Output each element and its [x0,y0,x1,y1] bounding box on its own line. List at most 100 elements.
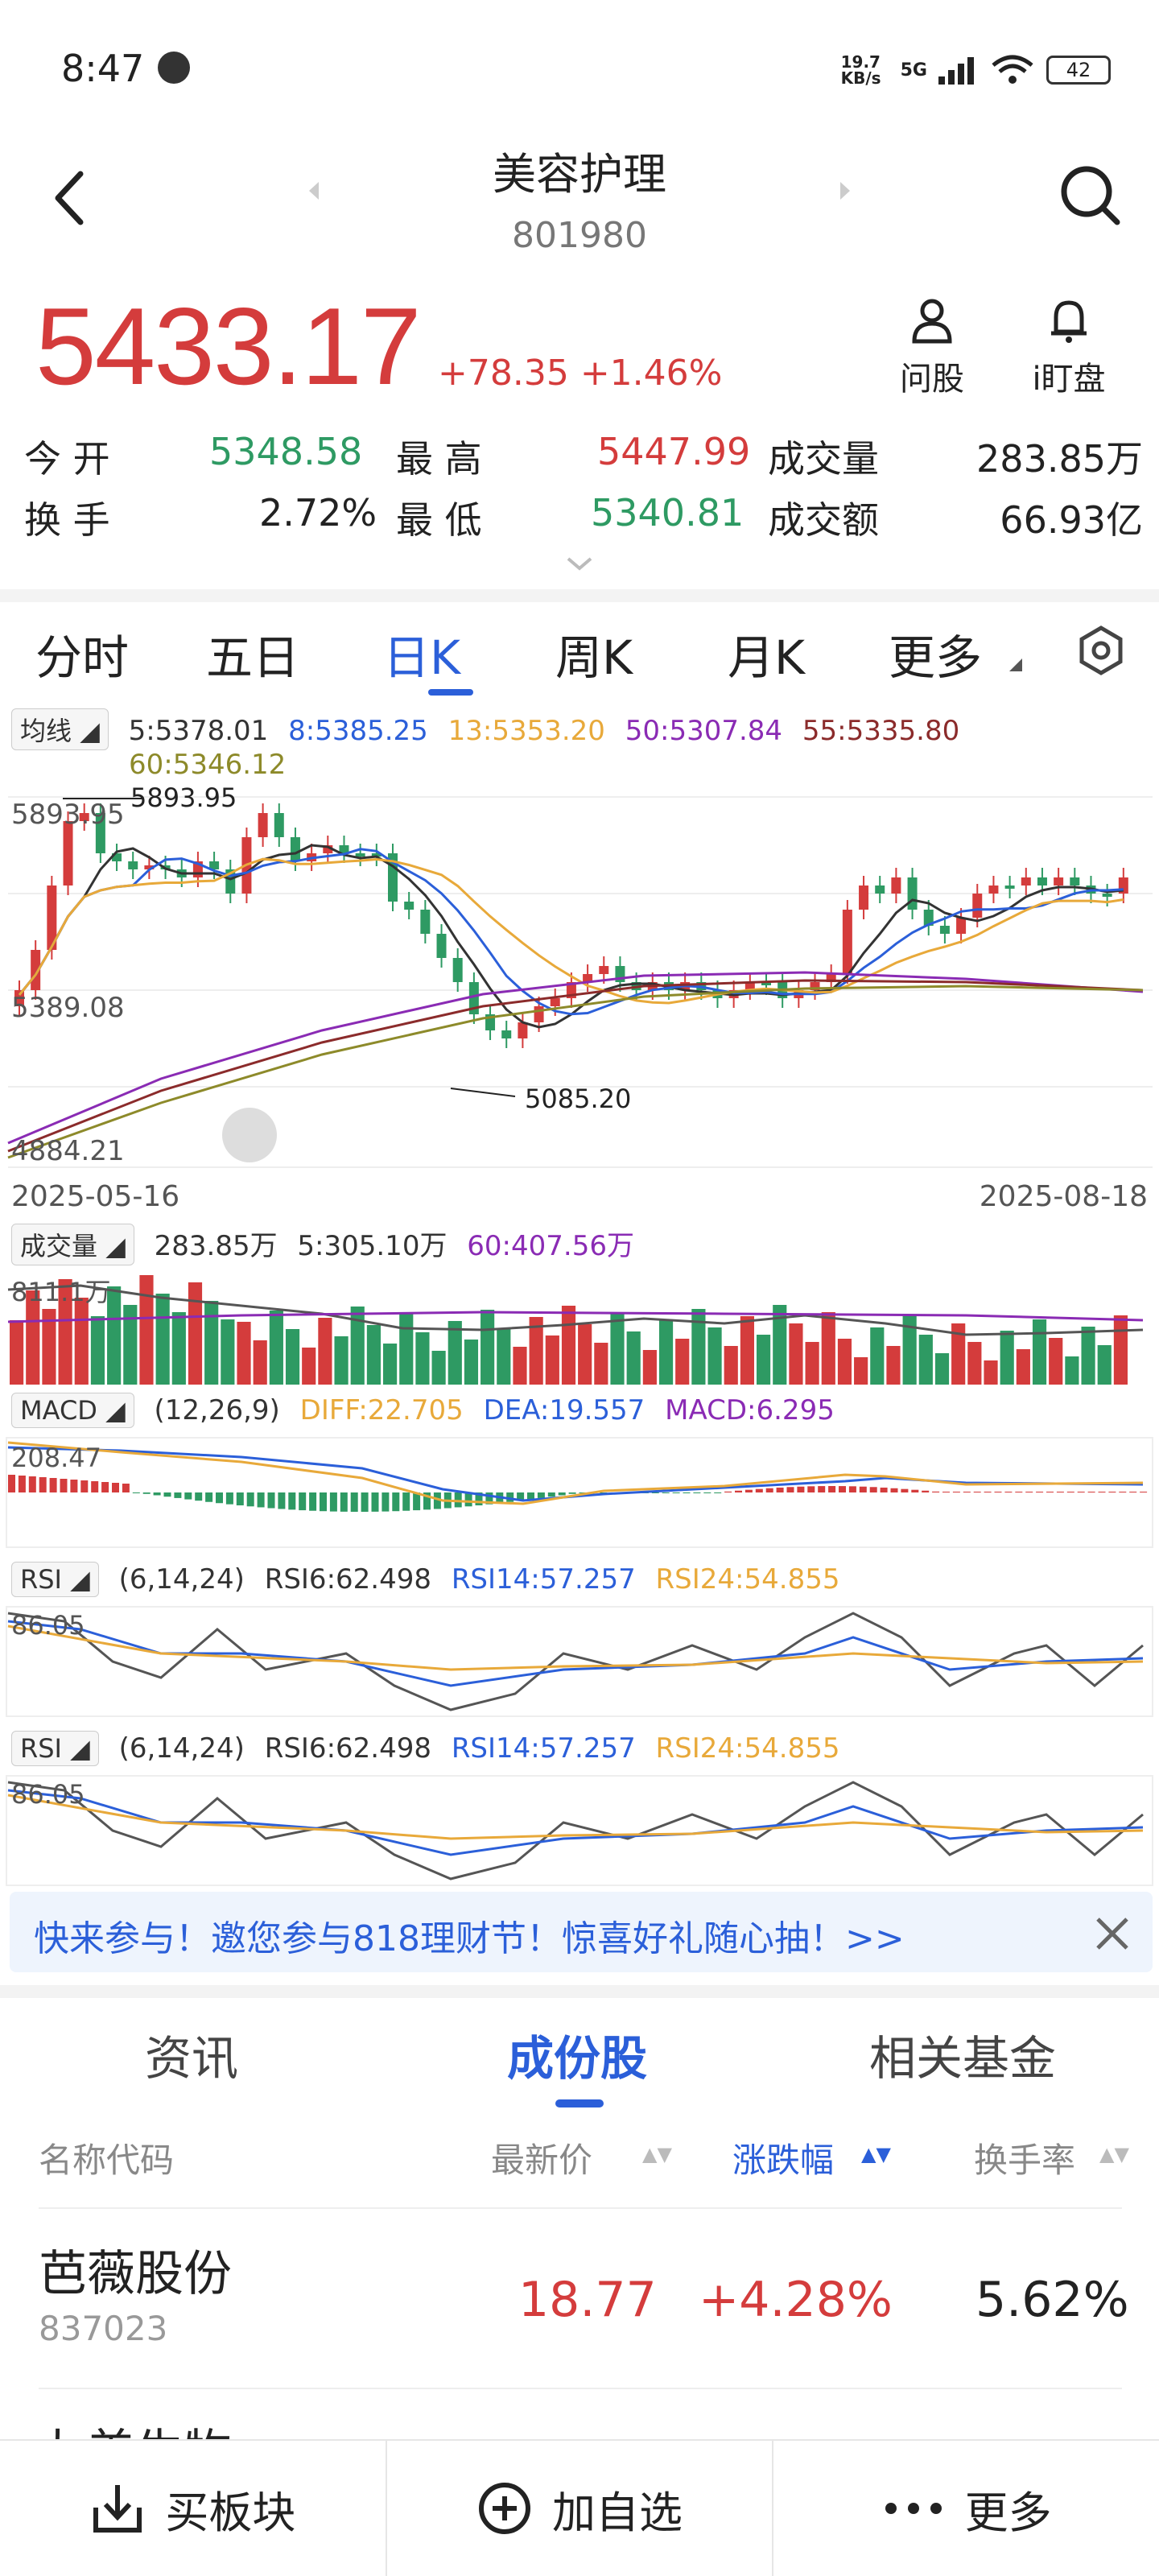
add-watchlist-label: 加自选 [552,2487,683,2538]
candle [355,853,365,857]
col-price[interactable]: 最新价 [491,2140,593,2180]
volume-bar [253,1340,267,1385]
volume-bar [740,1316,754,1385]
candle [128,861,138,869]
volume-bar [757,1335,771,1385]
rsi-pill-label-2: RSI [20,1733,62,1764]
macd-bar [568,1492,576,1494]
tab-weekly-k[interactable]: 周K [555,630,633,685]
add-watchlist-button[interactable]: 加自选 [387,2441,774,2576]
bell-icon [1051,300,1087,343]
user-icon [912,299,952,344]
macd-bar [911,1489,919,1492]
back-button[interactable] [40,161,105,233]
open-value: 5348.58 [209,430,363,473]
candle [501,1030,512,1038]
candle [550,998,560,1006]
macd-chart[interactable] [0,1436,1159,1549]
macd-bar [901,1488,909,1492]
draw-tool-icon[interactable] [222,1108,277,1162]
macd-bar [600,1492,608,1493]
row-change: +4.28% [699,2272,893,2328]
candle [274,813,284,837]
macd-value: MACD:6.295 [665,1394,835,1426]
volume-bar [90,1316,105,1385]
next-stock-icon[interactable] [835,179,855,203]
tab-monthly-k[interactable]: 月K [728,630,806,685]
macd-bar [80,1480,89,1492]
rsi-chart-2[interactable] [0,1774,1159,1887]
download-icon [93,2485,142,2533]
rsi-params-2: (6,14,24) [118,1732,245,1765]
volume-bar [1032,1319,1047,1385]
ma-pill[interactable]: 均线 ◢ [11,708,109,750]
tab-related-funds[interactable]: 相关基金 [869,2031,1057,2086]
tab-five-day[interactable]: 五日 [206,630,300,685]
sort-icon: ▲▼ [642,2143,672,2165]
candle [1021,877,1031,886]
macd-bar [714,1492,722,1493]
macd-bar [839,1486,846,1492]
col-change[interactable]: 涨跌幅 [732,2140,835,2180]
rsi24-line-1 [7,1624,1144,1671]
rsi24-line-2 [7,1794,1144,1840]
ask-stock-button[interactable]: 问股 [892,296,972,399]
macd-bar [184,1492,192,1500]
close-icon[interactable] [1088,1909,1136,1958]
buy-sector-button[interactable]: 买板块 [0,2441,387,2576]
search-icon[interactable] [1054,159,1127,232]
volume-pill[interactable]: 成交量 ◢ [11,1224,134,1265]
prev-stock-icon[interactable] [304,179,324,203]
more-triangle-icon [1009,658,1022,671]
promo-text[interactable]: 快来参与！邀您参与818理财节！惊喜好礼随心抽！>> [34,1918,905,1959]
macd-bar [246,1492,254,1507]
rsi-pill-1[interactable]: RSI ◢ [11,1562,99,1597]
settings-hex-icon[interactable] [1075,625,1127,676]
volume-bar [821,1312,835,1385]
tab-more[interactable]: 更多 [889,630,983,685]
col-turnover[interactable]: 换手率 [974,2140,1076,2180]
rsi-axis-2: 86.05 [11,1779,85,1810]
watch-button[interactable]: i盯盘 [1021,296,1117,399]
next-row-name: 九美生物 [39,2413,232,2439]
rsi6-1: RSI6:62.498 [264,1563,431,1596]
volume-bar [1065,1356,1079,1385]
promo-banner[interactable]: 快来参与！邀您参与818理财节！惊喜好礼随心抽！>> [10,1892,1153,1972]
tab-daily-k[interactable]: 日K [383,630,461,685]
ma13-line [18,857,1124,1005]
volume-bar [481,1310,495,1385]
rsi24-1: RSI24:54.855 [655,1563,840,1596]
macd-pill[interactable]: MACD ◢ [11,1393,134,1428]
battery-level: 42 [1066,59,1091,81]
turnover-label: 换 手 [24,498,110,542]
volume-bar [529,1317,543,1385]
col-name[interactable]: 名称代码 [39,2140,175,2180]
tab-intraday[interactable]: 分时 [35,630,130,685]
candle [859,886,869,910]
volume-bar [123,1305,138,1385]
volume-bar [675,1339,690,1385]
macd-bar [257,1492,265,1508]
volume-bar [594,1343,608,1385]
rsi-pill-2[interactable]: RSI ◢ [11,1731,99,1766]
candle [404,902,415,910]
rsi6-line-2 [7,1781,1144,1880]
tab-constituents[interactable]: 成份股 [507,2031,648,2086]
candle [371,853,382,857]
macd-bar [454,1492,462,1508]
candle [47,886,57,950]
macd-bar [91,1481,99,1492]
volume-chart[interactable] [0,1265,1159,1386]
candle [534,1006,544,1022]
more-dots-icon [885,2503,942,2514]
expand-chevron-icon[interactable] [563,554,596,573]
candle [79,813,89,821]
table-row[interactable]: 芭薇股份 837023 18.77 +4.28% 5.62% [0,2206,1159,2391]
rsi-chart-1[interactable] [0,1605,1159,1718]
sort-icon: ▲▼ [1099,2143,1129,2165]
macd-bar [60,1479,68,1492]
tab-news[interactable]: 资讯 [145,2031,239,2086]
volume-bar [918,1335,933,1385]
kline-chart[interactable] [0,789,1159,1175]
more-button[interactable]: 更多 [773,2441,1159,2576]
